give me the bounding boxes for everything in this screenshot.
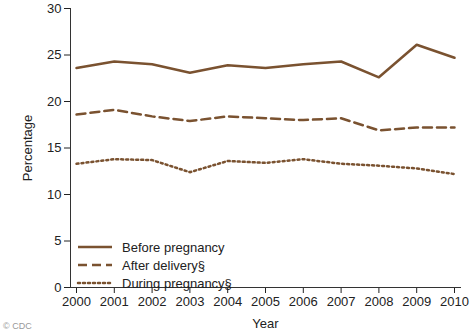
svg-text:0: 0: [54, 280, 61, 295]
svg-text:2010: 2010: [440, 294, 469, 309]
svg-text:2004: 2004: [213, 294, 242, 309]
svg-text:Percentage: Percentage: [20, 115, 35, 182]
svg-text:2008: 2008: [364, 294, 393, 309]
html-text:After delivery§: After delivery§: [122, 257, 206, 273]
svg-text:2009: 2009: [402, 294, 431, 309]
svg-text:10: 10: [47, 187, 61, 202]
svg-text:15: 15: [47, 140, 61, 155]
svg-text:2006: 2006: [289, 294, 318, 309]
svg-text:2000: 2000: [62, 294, 91, 309]
svg-text:25: 25: [47, 47, 61, 62]
svg-text:5: 5: [54, 233, 61, 248]
svg-text:30: 30: [47, 1, 61, 16]
html-text:Before pregnancy: Before pregnancy: [122, 239, 225, 255]
svg-text:2005: 2005: [251, 294, 280, 309]
svg-text:2001: 2001: [100, 294, 129, 309]
svg-text:2003: 2003: [175, 294, 204, 309]
svg-text:2007: 2007: [327, 294, 356, 309]
svg-text:2002: 2002: [138, 294, 167, 309]
html-text:© CDC: © CDC: [3, 321, 32, 331]
html-text:During pregnancy§: During pregnancy§: [122, 275, 232, 291]
svg-text:Year: Year: [252, 316, 279, 331]
svg-text:20: 20: [47, 94, 61, 109]
